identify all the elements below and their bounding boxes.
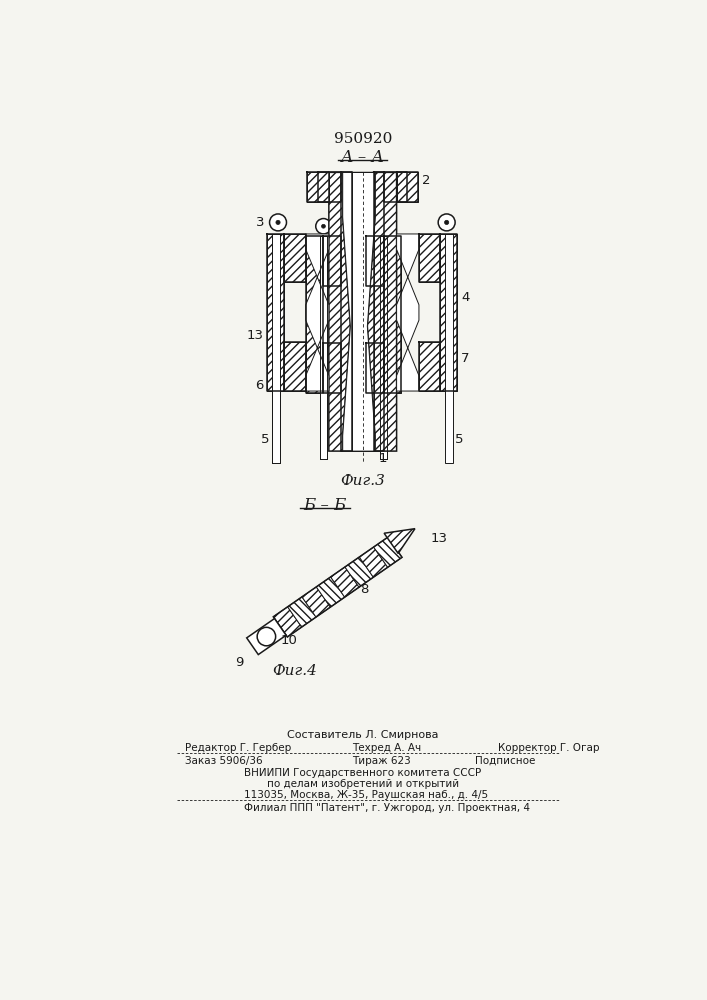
Text: 10: 10 xyxy=(280,634,297,647)
Polygon shape xyxy=(320,235,327,459)
Text: 8: 8 xyxy=(360,583,368,596)
Polygon shape xyxy=(302,587,330,617)
Text: 2: 2 xyxy=(422,174,431,187)
Polygon shape xyxy=(366,235,385,286)
Text: 1: 1 xyxy=(378,452,387,465)
Polygon shape xyxy=(352,172,373,451)
Text: 5: 5 xyxy=(261,433,269,446)
Text: А – А: А – А xyxy=(341,149,385,166)
Text: 113035, Москва, Ж-35, Раушская наб., д. 4/5: 113035, Москва, Ж-35, Раушская наб., д. … xyxy=(244,790,489,800)
Text: Подписное: Подписное xyxy=(475,756,535,766)
Polygon shape xyxy=(397,172,418,202)
Polygon shape xyxy=(373,537,402,567)
Polygon shape xyxy=(322,343,341,393)
Polygon shape xyxy=(318,172,341,202)
Polygon shape xyxy=(366,343,385,393)
Text: 9: 9 xyxy=(235,656,244,669)
Text: Корректор Г. Огар: Корректор Г. Огар xyxy=(498,743,600,753)
Polygon shape xyxy=(288,597,316,627)
Text: 13: 13 xyxy=(247,329,264,342)
Text: Заказ 5906/36: Заказ 5906/36 xyxy=(185,756,262,766)
Polygon shape xyxy=(331,567,359,597)
Text: ВНИИПИ Государственного комитета СССР: ВНИИПИ Государственного комитета СССР xyxy=(244,768,481,778)
Text: 13: 13 xyxy=(431,532,448,545)
Text: 3: 3 xyxy=(257,216,265,229)
Polygon shape xyxy=(322,235,341,286)
Circle shape xyxy=(276,220,280,225)
Polygon shape xyxy=(329,172,351,451)
Circle shape xyxy=(322,224,325,228)
Polygon shape xyxy=(440,234,457,391)
Circle shape xyxy=(257,627,276,646)
Text: Тираж 623: Тираж 623 xyxy=(352,756,411,766)
Circle shape xyxy=(445,220,449,225)
Circle shape xyxy=(269,214,286,231)
Text: Филиал ППП "Патент", г. Ужгород, ул. Проектная, 4: Филиал ППП "Патент", г. Ужгород, ул. Про… xyxy=(244,803,530,813)
Text: Фиг.3: Фиг.3 xyxy=(340,474,385,488)
Polygon shape xyxy=(267,234,284,391)
Polygon shape xyxy=(380,235,387,459)
Polygon shape xyxy=(352,172,373,451)
Polygon shape xyxy=(341,172,352,451)
Polygon shape xyxy=(272,234,279,463)
Polygon shape xyxy=(341,172,358,451)
Text: 6: 6 xyxy=(255,379,264,392)
Text: Б – Б: Б – Б xyxy=(303,497,346,514)
Polygon shape xyxy=(345,557,373,587)
Polygon shape xyxy=(373,172,385,451)
Circle shape xyxy=(316,219,331,234)
Text: 4: 4 xyxy=(461,291,469,304)
Text: Составитель Л. Смирнова: Составитель Л. Смирнова xyxy=(287,730,438,740)
Circle shape xyxy=(438,214,455,231)
Polygon shape xyxy=(343,172,375,451)
Polygon shape xyxy=(368,172,385,451)
Polygon shape xyxy=(308,172,329,202)
Polygon shape xyxy=(384,529,415,553)
Polygon shape xyxy=(305,235,322,393)
Text: Редактор Г. Гербер: Редактор Г. Гербер xyxy=(185,743,291,753)
Polygon shape xyxy=(445,234,452,463)
Polygon shape xyxy=(284,342,305,391)
Polygon shape xyxy=(419,342,440,391)
Polygon shape xyxy=(284,234,305,282)
Polygon shape xyxy=(397,234,419,391)
Text: 7: 7 xyxy=(461,352,469,365)
Polygon shape xyxy=(247,619,286,655)
Text: Фиг.4: Фиг.4 xyxy=(271,664,317,678)
Text: 5: 5 xyxy=(455,433,464,446)
Text: Техред А. Ач: Техред А. Ач xyxy=(352,743,421,753)
Text: 950920: 950920 xyxy=(334,132,392,146)
Text: по делам изобретений и открытий: по делам изобретений и открытий xyxy=(267,779,459,789)
Polygon shape xyxy=(359,547,387,577)
Circle shape xyxy=(382,224,385,228)
Polygon shape xyxy=(385,235,402,393)
Polygon shape xyxy=(419,234,440,282)
Polygon shape xyxy=(385,172,407,202)
Circle shape xyxy=(376,219,391,234)
Polygon shape xyxy=(316,577,345,607)
Polygon shape xyxy=(274,607,302,637)
Polygon shape xyxy=(368,172,397,451)
Polygon shape xyxy=(305,234,329,391)
